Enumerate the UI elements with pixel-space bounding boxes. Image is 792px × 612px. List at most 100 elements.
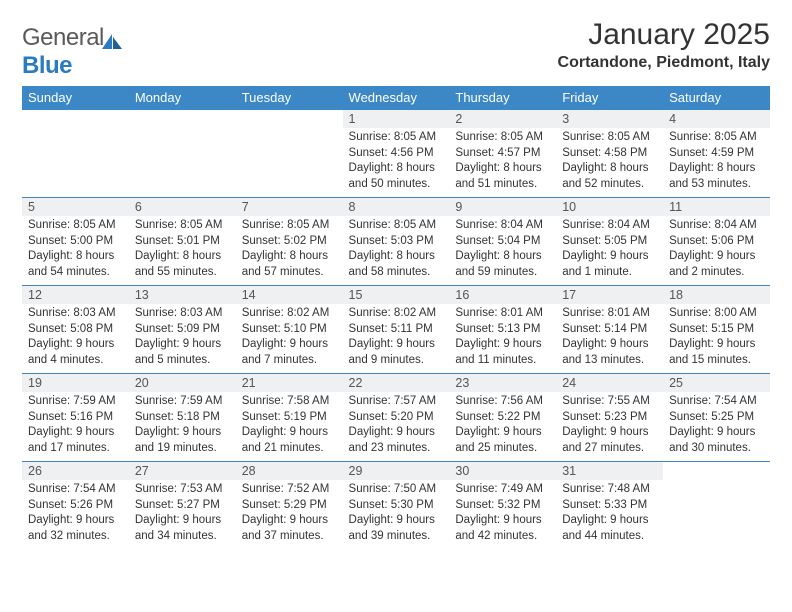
- sunset-value: 5:03 PM: [391, 235, 434, 247]
- sunset-label: Sunset:: [242, 411, 281, 423]
- sunrise-value: 7:53 AM: [180, 483, 222, 495]
- sunset-label: Sunset:: [349, 499, 388, 511]
- sunrise-value: 7:50 AM: [394, 483, 436, 495]
- sunrise-value: 8:05 AM: [180, 219, 222, 231]
- sunset-label: Sunset:: [455, 147, 494, 159]
- day-info: Sunrise: 7:54 AMSunset: 5:25 PMDaylight:…: [663, 392, 770, 460]
- sunset-label: Sunset:: [455, 499, 494, 511]
- sunrise-value: 8:05 AM: [394, 219, 436, 231]
- daylight-label: Daylight:: [28, 250, 73, 262]
- sunrise-value: 8:03 AM: [73, 307, 115, 319]
- calendar-day: 27Sunrise: 7:53 AMSunset: 5:27 PMDayligh…: [129, 462, 236, 550]
- sunrise-label: Sunrise:: [28, 307, 70, 319]
- day-number: 13: [129, 286, 236, 304]
- daylight-label: Daylight:: [349, 250, 394, 262]
- day-info: Sunrise: 8:05 AMSunset: 5:00 PMDaylight:…: [22, 216, 129, 284]
- day-info: Sunrise: 8:04 AMSunset: 5:05 PMDaylight:…: [556, 216, 663, 284]
- day-number: 4: [663, 110, 770, 128]
- sunset-label: Sunset:: [562, 499, 601, 511]
- daylight-label: Daylight:: [455, 250, 500, 262]
- daylight-label: Daylight:: [562, 514, 607, 526]
- daylight-label: Daylight:: [669, 250, 714, 262]
- sunset-value: 4:56 PM: [391, 147, 434, 159]
- sunrise-label: Sunrise:: [349, 395, 391, 407]
- calendar-day: 14Sunrise: 8:02 AMSunset: 5:10 PMDayligh…: [236, 286, 343, 374]
- day-number: 30: [449, 462, 556, 480]
- sunset-value: 5:26 PM: [70, 499, 113, 511]
- sunset-value: 5:18 PM: [177, 411, 220, 423]
- day-number: 28: [236, 462, 343, 480]
- day-info: Sunrise: 8:01 AMSunset: 5:14 PMDaylight:…: [556, 304, 663, 372]
- day-info: Sunrise: 8:05 AMSunset: 5:01 PMDaylight:…: [129, 216, 236, 284]
- sunrise-value: 8:05 AM: [608, 131, 650, 143]
- daylight-label: Daylight:: [455, 162, 500, 174]
- calendar-week: ......1Sunrise: 8:05 AMSunset: 4:56 PMDa…: [22, 110, 770, 198]
- daylight-label: Daylight:: [455, 338, 500, 350]
- day-info: Sunrise: 8:02 AMSunset: 5:11 PMDaylight:…: [343, 304, 450, 372]
- calendar-day: 2Sunrise: 8:05 AMSunset: 4:57 PMDaylight…: [449, 110, 556, 198]
- day-info: Sunrise: 8:02 AMSunset: 5:10 PMDaylight:…: [236, 304, 343, 372]
- weekday-header: Wednesday: [343, 86, 450, 110]
- day-number: 17: [556, 286, 663, 304]
- daylight-label: Daylight:: [349, 514, 394, 526]
- daylight-label: Daylight:: [28, 426, 73, 438]
- day-info: Sunrise: 7:59 AMSunset: 5:16 PMDaylight:…: [22, 392, 129, 460]
- day-number: 14: [236, 286, 343, 304]
- sunrise-label: Sunrise:: [349, 307, 391, 319]
- calendar-day: ..: [236, 110, 343, 198]
- sunset-label: Sunset:: [562, 147, 601, 159]
- sunset-value: 5:05 PM: [604, 235, 647, 247]
- calendar-head: SundayMondayTuesdayWednesdayThursdayFrid…: [22, 86, 770, 110]
- weekday-header: Thursday: [449, 86, 556, 110]
- day-info: Sunrise: 7:50 AMSunset: 5:30 PMDaylight:…: [343, 480, 450, 548]
- calendar-day: 29Sunrise: 7:50 AMSunset: 5:30 PMDayligh…: [343, 462, 450, 550]
- daylight-label: Daylight:: [562, 162, 607, 174]
- sunrise-value: 7:54 AM: [73, 483, 115, 495]
- sunset-label: Sunset:: [562, 323, 601, 335]
- sunrise-value: 7:48 AM: [608, 483, 650, 495]
- sunrise-label: Sunrise:: [669, 395, 711, 407]
- sunrise-value: 8:01 AM: [501, 307, 543, 319]
- day-number: 29: [343, 462, 450, 480]
- sunrise-label: Sunrise:: [349, 219, 391, 231]
- weekday-header: Monday: [129, 86, 236, 110]
- sunset-value: 5:10 PM: [284, 323, 327, 335]
- sunrise-label: Sunrise:: [562, 395, 604, 407]
- sunrise-label: Sunrise:: [562, 131, 604, 143]
- sunset-label: Sunset:: [135, 499, 174, 511]
- sunset-label: Sunset:: [349, 411, 388, 423]
- sunset-label: Sunset:: [669, 147, 708, 159]
- day-number: 20: [129, 374, 236, 392]
- logo-part2: Blue: [22, 52, 72, 79]
- day-info: Sunrise: 8:03 AMSunset: 5:09 PMDaylight:…: [129, 304, 236, 372]
- day-number: 15: [343, 286, 450, 304]
- calendar-day: 13Sunrise: 8:03 AMSunset: 5:09 PMDayligh…: [129, 286, 236, 374]
- day-number: 6: [129, 198, 236, 216]
- sunrise-value: 7:58 AM: [287, 395, 329, 407]
- sunset-label: Sunset:: [562, 411, 601, 423]
- day-info: Sunrise: 8:05 AMSunset: 4:58 PMDaylight:…: [556, 128, 663, 196]
- sunset-label: Sunset:: [455, 411, 494, 423]
- sunset-value: 5:09 PM: [177, 323, 220, 335]
- day-number: 8: [343, 198, 450, 216]
- sunrise-value: 8:05 AM: [501, 131, 543, 143]
- sunset-label: Sunset:: [669, 323, 708, 335]
- sunrise-value: 8:02 AM: [394, 307, 436, 319]
- daylight-label: Daylight:: [28, 514, 73, 526]
- calendar-day: 28Sunrise: 7:52 AMSunset: 5:29 PMDayligh…: [236, 462, 343, 550]
- calendar-day: 12Sunrise: 8:03 AMSunset: 5:08 PMDayligh…: [22, 286, 129, 374]
- day-number: 21: [236, 374, 343, 392]
- sunset-value: 5:14 PM: [604, 323, 647, 335]
- sunset-value: 5:33 PM: [604, 499, 647, 511]
- header: GeneralBlue January 2025 Cortandone, Pie…: [22, 18, 770, 80]
- sunrise-label: Sunrise:: [135, 219, 177, 231]
- calendar-day: 11Sunrise: 8:04 AMSunset: 5:06 PMDayligh…: [663, 198, 770, 286]
- sunrise-value: 7:57 AM: [394, 395, 436, 407]
- sunrise-label: Sunrise:: [135, 395, 177, 407]
- sunset-label: Sunset:: [28, 323, 67, 335]
- day-number: 1: [343, 110, 450, 128]
- weekday-header: Saturday: [663, 86, 770, 110]
- logo: GeneralBlue: [22, 18, 124, 80]
- sunset-label: Sunset:: [242, 499, 281, 511]
- calendar-day: 16Sunrise: 8:01 AMSunset: 5:13 PMDayligh…: [449, 286, 556, 374]
